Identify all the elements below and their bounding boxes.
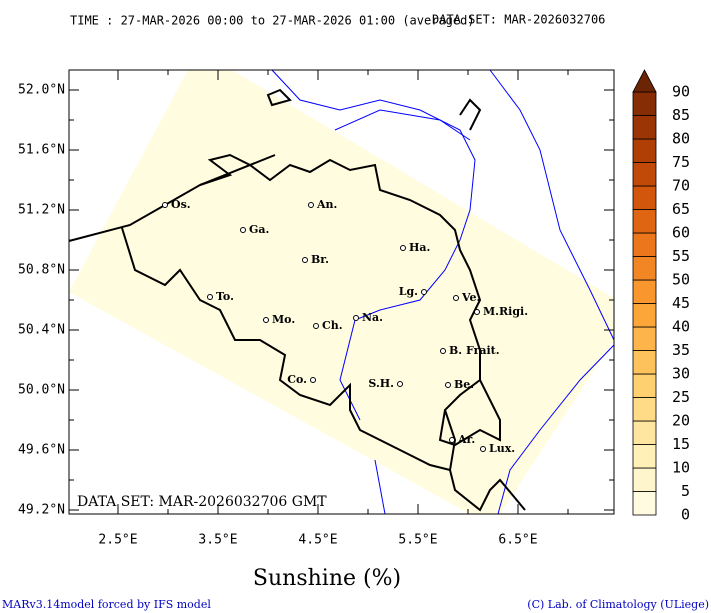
city-label: Os. [171,198,191,211]
colorbar-box [632,185,657,210]
city-label: Ch. [322,319,343,332]
colorbar-box [632,162,657,187]
colorbar-label: 5 [681,482,690,500]
colorbar-box [632,303,657,328]
city-marker [263,317,269,323]
colorbar-box [632,350,657,375]
colorbar-label: 25 [672,388,690,406]
domain [69,70,614,514]
colorbar-label: 30 [672,365,690,383]
colorbar-label: 85 [672,106,690,124]
city-label: S.H. [368,377,394,390]
map-frame [68,69,615,515]
city-label: Lg. [399,285,418,298]
colorbar-label: 10 [672,459,690,477]
colorbar-box [632,326,657,351]
city-marker [308,202,314,208]
city-label: Ar. [457,433,475,446]
city-marker [162,202,168,208]
lat-label: 51.6°N [18,143,65,158]
colorbar-label: 20 [672,412,690,430]
lat-label: 52.0°N [18,83,65,98]
colorbar-box [632,256,657,281]
lat-label: 50.0°N [18,383,65,398]
city-label: Co. [287,373,307,386]
city-marker [449,437,455,443]
city-marker [302,257,308,263]
city-marker [240,227,246,233]
colorbar-label: 80 [672,130,690,148]
inner-label: DATA SET: MAR-2026032706 GMT [77,494,327,510]
city-marker [445,382,451,388]
city-marker [480,446,486,452]
city-marker [453,295,459,301]
colorbar-label: 55 [672,247,690,265]
colorbar-label: 65 [672,200,690,218]
colorbar-label: 35 [672,341,690,359]
colorbar-label: 15 [672,435,690,453]
colorbar-box [632,491,657,516]
city-label: Br. [311,253,329,266]
colorbar-box [632,209,657,234]
header-dataset: DATA SET: MAR-2026032706 [432,13,605,27]
footer-left: MARv3.14model forced by IFS model [2,598,211,611]
colorbar-box [632,91,657,116]
colorbar-label: 0 [681,506,690,524]
colorbar-box [632,138,657,163]
city-label: Ve. [461,291,480,304]
city-label: Na. [362,311,383,324]
lon-label: 5.5°E [398,533,437,548]
city-label: M.Rigi. [483,305,528,318]
city-label: Ha. [409,241,430,254]
city-marker [313,323,319,329]
colorbar-label: 45 [672,294,690,312]
city-marker [440,348,446,354]
colorbar-box [632,420,657,445]
colorbar-box [632,115,657,140]
coast-rivers [271,69,615,515]
colorbar-label: 70 [672,177,690,195]
lon-label: 4.5°E [298,533,337,548]
city-marker [421,289,427,295]
lat-label: 49.6°N [18,443,65,458]
lon-label: 2.5°E [98,533,137,548]
colorbar-box [632,397,657,422]
footer-right: (C) Lab. of Climatology (ULiege) [527,598,709,611]
colorbar-extend [632,69,657,93]
colorbar-box [632,373,657,398]
colorbar-label: 75 [672,153,690,171]
lat-label: 50.8°N [18,263,65,278]
lon-label: 3.5°E [198,533,237,548]
city-label: Mo. [272,313,295,326]
city-label: Lux. [489,442,515,455]
lat-label: 51.2°N [18,203,65,218]
city-label: An. [316,198,337,211]
city-label: Ga. [249,223,269,236]
lon-label: 6.5°E [498,533,537,548]
city-label: B. Frait. [449,344,500,357]
city-marker [400,245,406,251]
header-time: TIME : 27-MAR-2026 00:00 to 27-MAR-2026 … [70,14,475,28]
city-marker [207,294,213,300]
map-title: Sunshine (%) [253,566,401,591]
city-label: Be. [454,378,474,391]
city-marker [310,377,316,383]
colorbar-box [632,232,657,257]
colorbar-label: 40 [672,318,690,336]
city-label: To. [216,290,234,303]
colorbar-label: 60 [672,224,690,242]
borders [68,88,526,512]
lat-label: 50.4°N [18,323,65,338]
colorbar-label: 50 [672,271,690,289]
city-marker [474,309,480,315]
colorbar-box [632,444,657,469]
colorbar-label: 90 [672,83,690,101]
colorbar-box [632,467,657,492]
city-marker [397,381,403,387]
colorbar-box [632,279,657,304]
city-marker [353,315,359,321]
lat-label: 49.2°N [18,503,65,518]
